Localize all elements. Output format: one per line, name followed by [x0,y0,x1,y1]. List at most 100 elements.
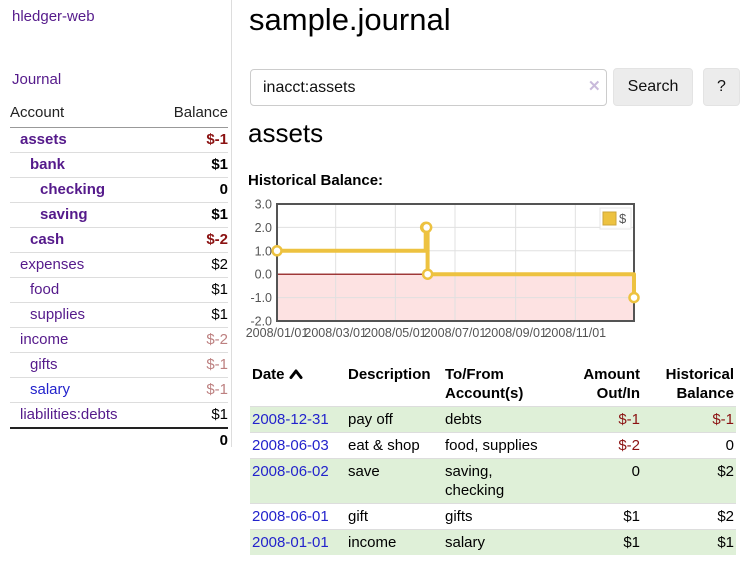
page-title: sample.journal [249,2,451,37]
account-balance: $-1 [154,377,228,403]
account-row: cash $-2 [10,227,228,253]
transaction-date-link[interactable]: 2008-06-02 [252,463,329,480]
transaction-balance: $2 [642,503,736,530]
legend-label: $ [619,211,627,226]
y-tick-label: 0.0 [255,268,272,282]
sidebar-account-link[interactable]: income [20,331,69,348]
account-balance: $1 [154,202,228,228]
account-balance: $1 [154,277,228,303]
transaction-balance: $-1 [642,406,736,433]
transaction-date-link[interactable]: 2008-06-03 [252,437,329,454]
x-tick-label: 2008/07/01 [424,326,487,340]
account-row: food $1 [10,277,228,303]
register-header-row: Date Description To/From Account(s) Amount … [250,362,736,407]
account-balance: 0 [154,177,228,203]
account-row: supplies $1 [10,302,228,328]
account-row: assets $-1 [10,128,228,153]
sidebar-account-link[interactable]: cash [30,231,65,248]
account-balance: $2 [154,252,228,278]
register-header-amount: Amount Out/In [583,366,640,402]
transaction-row: 2008-01-01 income salary $1 $1 [250,529,736,555]
sidebar-divider [231,0,232,447]
transaction-accounts: saving, checking [443,458,558,504]
transaction-amount: $-2 [558,432,642,459]
plot-border [276,203,635,322]
register-table: Date Description To/From Account(s) Amount … [250,362,736,555]
sidebar-account-link[interactable]: supplies [30,306,86,323]
x-tick-label: 2008/09/01 [484,326,547,340]
account-row: gifts $-1 [10,352,228,378]
x-tick-label: 2008/11/01 [544,326,606,340]
account-row: checking 0 [10,177,228,203]
sidebar-account-link[interactable]: food [30,281,60,298]
transaction-balance: $2 [642,458,736,504]
account-row: saving $1 [10,202,228,228]
sidebar-account-link[interactable]: liabilities:debts [20,406,118,423]
account-balance: $-2 [154,327,228,353]
transaction-row: 2008-06-03 eat & shop food, supplies $-2 0 [250,432,736,459]
y-tick-label: 3.0 [255,198,272,212]
y-tick-label: 1.0 [255,244,272,258]
sidebar-item-journal[interactable]: Journal [12,71,62,88]
sidebar-account-link[interactable]: expenses [20,256,85,273]
transaction-balance: $1 [642,529,736,555]
accounts-table: Account Balance assets $-1 bank $1 checking 0… [10,100,228,453]
transaction-accounts: gifts [443,503,558,530]
register-body: 2008-12-31 pay off debts $-1 $-1 2008-06-03 ea… [250,406,736,555]
account-balance: $1 [154,402,228,428]
sidebar-account-link[interactable]: assets [20,131,67,148]
account-row: salary $-1 [10,377,228,403]
x-tick-label: 2008/01/01 [246,326,309,340]
sidebar-account-link[interactable]: salary [30,381,71,398]
transaction-date-link[interactable]: 2008-12-31 [252,411,329,428]
register-header-date[interactable]: Date [250,362,346,407]
help-button[interactable]: ? [703,68,740,106]
transaction-amount: $1 [558,503,642,530]
accounts-header-balance: Balance [154,100,228,128]
transaction-row: 2008-06-01 gift gifts $1 $2 [250,503,736,530]
transaction-description: pay off [346,406,443,433]
register-header-description: Description [348,366,431,383]
transaction-row: 2008-12-31 pay off debts $-1 $-1 [250,406,736,433]
x-tick-label: 2008/03/01 [304,326,367,340]
sidebar-account-link[interactable]: gifts [30,356,58,373]
account-balance: $-2 [154,227,228,253]
search-button[interactable]: Search [613,68,693,106]
search-input[interactable] [250,69,607,106]
sidebar-accounts-body: assets $-1 bank $1 checking 0 saving $1 cash $-2 e… [10,128,228,428]
legend-swatch [602,211,617,226]
transaction-date-link[interactable]: 2008-06-01 [252,508,329,525]
clear-search-icon[interactable]: ✕ [588,78,601,95]
account-row: bank $1 [10,152,228,178]
account-balance: $-1 [154,352,228,378]
app-title-link[interactable]: hledger-web [12,8,95,25]
account-balance: $-1 [206,131,228,148]
sidebar-account-link[interactable]: bank [30,156,66,173]
sidebar-account-link[interactable]: checking [40,181,106,198]
accounts-total-value: 0 [154,427,228,453]
accounts-header-row: Account Balance [10,100,228,128]
account-row: liabilities:debts $1 [10,402,228,428]
y-tick-label: 2.0 [255,221,272,235]
account-row: expenses $2 [10,252,228,278]
sidebar-account-link[interactable]: saving [40,206,88,223]
accounts-total-row: 0 [10,427,228,453]
transaction-description: eat & shop [346,432,443,459]
account-balance: $1 [154,302,228,328]
account-balance: $1 [154,152,228,178]
transaction-description: gift [346,503,443,530]
chart-title-label: Historical Balance: [248,172,384,189]
transaction-description: save [346,458,443,504]
transaction-date-link[interactable]: 2008-01-01 [252,534,329,551]
transaction-accounts: food, supplies [443,432,558,459]
data-point-marker [421,268,434,280]
transaction-accounts: salary [443,529,558,555]
register-header-historical: Historical Balance [665,366,734,402]
accounts-header-account: Account [10,100,155,128]
transaction-accounts: debts [443,406,558,433]
balance-chart: $3.0 2.0 1.0 0.0 -1.0 -2.02008/01/012008/03/0… [246,198,640,340]
account-heading: assets [248,118,324,148]
transaction-row: 2008-06-02 save saving, checking 0 $2 [250,458,736,504]
sort-ascending-icon [289,369,303,379]
